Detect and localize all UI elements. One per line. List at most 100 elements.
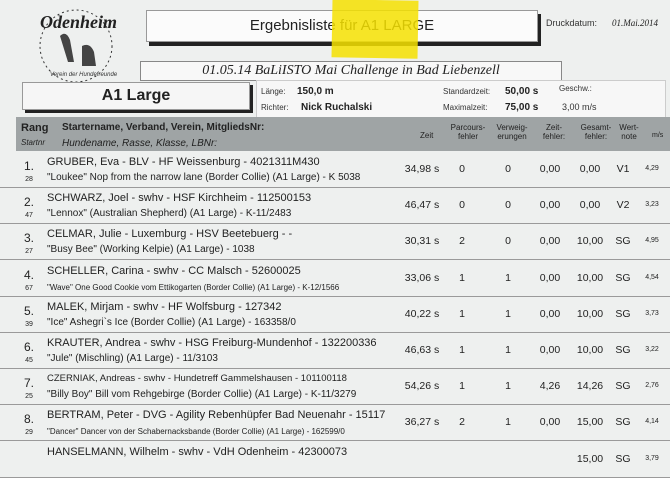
cell-zeit: 54,26 s	[404, 380, 440, 393]
cell-verweig: 0	[505, 199, 511, 212]
cell-zeitfehler: 0,00	[539, 235, 561, 248]
cell-zeit: 40,22 s	[404, 307, 440, 320]
cell-wert: SG	[615, 344, 631, 356]
cell-wert: SG	[615, 452, 631, 465]
cell-verweig: 0	[505, 235, 511, 248]
cell-zeitfehler: 0,00	[539, 344, 561, 356]
richter-label: Richter:	[261, 103, 289, 112]
cell-ms: 3,23	[645, 201, 659, 209]
cell-parcours: 1	[459, 380, 465, 393]
cell-wert: V1	[616, 163, 630, 175]
col-gesamt-1: Gesamt-	[580, 123, 612, 132]
cell-ms: 4,95	[645, 237, 659, 245]
cell-zeit: 33,06 s	[404, 271, 440, 284]
table-row: 2. 47 SCHWARZ, Joel - swhv - HSF Kirchheim…	[0, 187, 670, 225]
cell-verweig: 0	[505, 163, 511, 175]
cell-ms: 4,29	[645, 165, 659, 172]
geschw-value: 3,00 m/s	[562, 102, 597, 112]
cell-parcours: 1	[459, 344, 465, 356]
cell-ms: 4,54	[645, 273, 659, 281]
cell-gesamt: 10,00	[576, 344, 604, 356]
yellow-tape	[331, 0, 419, 59]
cell-ms: 4,14	[645, 418, 659, 426]
cell-zeit: 46,63 s	[404, 344, 440, 356]
table-row: 4. 67 SCHELLER, Carina - swhv - CC Malsch …	[0, 260, 670, 297]
cell-verweig: 1	[505, 307, 511, 320]
dog-name: "Wave" One Good Cookie vom Ettikogarten …	[47, 282, 340, 292]
laenge-value: 150,0 m	[297, 86, 334, 97]
dog-name: "Lennox" (Australian Shepherd) (A1 Large…	[47, 208, 292, 220]
start-number: 47	[25, 212, 33, 220]
cell-gesamt: 14,26	[576, 380, 604, 393]
cell-gesamt: 10,00	[576, 271, 604, 284]
maximalzeit-label: Maximalzeit:	[443, 103, 488, 112]
starter-name: BERTRAM, Peter - DVG - Agility Rebenhüpf…	[47, 409, 386, 422]
starter-name: SCHWARZ, Joel - swhv - HSF Kirchheim - 1…	[47, 192, 312, 205]
start-number: 67	[25, 284, 33, 292]
starter-name: MALEK, Mirjam - swhv - HF Wolfsburg - 12…	[47, 300, 282, 313]
event-title: 01.05.14 BaLiISTO Mai Challenge in Bad L…	[140, 61, 562, 81]
dog-name: "Billy Boy" Bill vom Rehgebirge (Border …	[47, 389, 357, 401]
rank: 5.	[23, 303, 34, 318]
col-parcours-1: Parcours-	[450, 123, 486, 132]
col-wertnote-1: Wert-	[619, 123, 639, 132]
table-row: 6. 45 KRAUTER, Andrea - swhv - HSG Freibur…	[0, 332, 670, 369]
table-row: 1. 28 GRUBER, Eva - BLV - HF Weissenburg -…	[0, 151, 670, 188]
starter-name: CELMAR, Julie - Luxemburg - HSV Beetebue…	[47, 228, 293, 241]
col-verweig-1: Verweig-	[496, 123, 528, 132]
print-date: 01.Mai.2014	[612, 18, 658, 28]
cell-parcours: 1	[459, 271, 465, 284]
starter-name: HANSELMANN, Wilhelm - swhv - VdH Odenhei…	[47, 445, 348, 458]
table-row: HANSELMANN, Wilhelm - swhv - VdH Odenhei…	[0, 441, 670, 478]
col-zeitfehler: Zeit-fehler:	[536, 123, 572, 141]
start-number: 27	[25, 248, 33, 256]
col-startnr: Startnr	[21, 138, 46, 147]
starter-name: KRAUTER, Andrea - swhv - HSG Freiburg-Mu…	[47, 337, 377, 349]
cell-gesamt: 10,00	[576, 307, 604, 320]
col-verweig: Verweig-erungen	[490, 123, 534, 141]
starter-name: GRUBER, Eva - BLV - HF Weissenburg - 402…	[47, 156, 320, 168]
start-number: 39	[25, 320, 33, 328]
class-name: A1 Large	[22, 82, 250, 110]
cell-ms: 3,79	[645, 454, 659, 462]
cell-verweig: 1	[505, 271, 511, 284]
start-number: 45	[25, 357, 33, 364]
col-parcours: Parcours-fehler	[446, 123, 490, 141]
table-row: 5. 39 MALEK, Mirjam - swhv - HF Wolfsburg …	[0, 296, 670, 333]
cell-zeitfehler: 0,00	[539, 416, 561, 429]
table-row: 7. 25 CZERNIAK, Andreas - swhv - Hundetref…	[0, 368, 670, 406]
col-rang: Rang	[21, 122, 49, 134]
col-parcours-2: fehler	[457, 132, 478, 141]
rank: 1.	[23, 159, 34, 173]
col-starter: Startername, Verband, Verein, MitgliedsN…	[62, 122, 265, 133]
cell-parcours: 0	[459, 163, 465, 175]
rank: 2.	[23, 195, 34, 210]
cell-zeit: 46,47 s	[404, 199, 440, 212]
cell-verweig: 1	[505, 380, 511, 393]
cell-wert: SG	[615, 307, 631, 320]
cell-zeit: 34,98 s	[404, 163, 440, 175]
cell-gesamt: 0,00	[579, 163, 601, 175]
rank: 8.	[23, 412, 34, 427]
starter-name: SCHELLER, Carina - swhv - CC Malsch - 52…	[47, 264, 301, 277]
cell-parcours: 2	[459, 416, 465, 429]
start-number: 28	[25, 176, 33, 183]
cell-ms: 3,22	[645, 346, 659, 353]
col-zeitfehler-2: fehler:	[542, 132, 566, 141]
cell-gesamt: 10,00	[576, 235, 604, 248]
cell-gesamt: 0,00	[579, 199, 601, 212]
rank: 3.	[23, 231, 34, 246]
cell-zeitfehler: 0,00	[539, 199, 561, 212]
col-zeitfehler-1: Zeit-	[546, 123, 562, 132]
table-row: 3. 27 CELMAR, Julie - Luxemburg - HSV Beet…	[0, 223, 670, 261]
col-wertnote-2: note	[621, 132, 637, 141]
rank: 6.	[23, 340, 34, 354]
table-row: 8. 29 BERTRAM, Peter - DVG - Agility Reben…	[0, 404, 670, 442]
col-verweig-2: erungen	[497, 132, 527, 141]
dog-name: "Jule" (Mischling) (A1 Large) - 11/3103	[47, 353, 218, 364]
cell-gesamt: 15,00	[576, 416, 604, 429]
dog-name: "Dancer" Dancer von der Schabernacksband…	[47, 427, 345, 437]
standardzeit-value: 50,00 s	[505, 86, 539, 97]
cell-wert: SG	[615, 235, 631, 248]
cell-zeitfehler: 0,00	[539, 307, 561, 320]
